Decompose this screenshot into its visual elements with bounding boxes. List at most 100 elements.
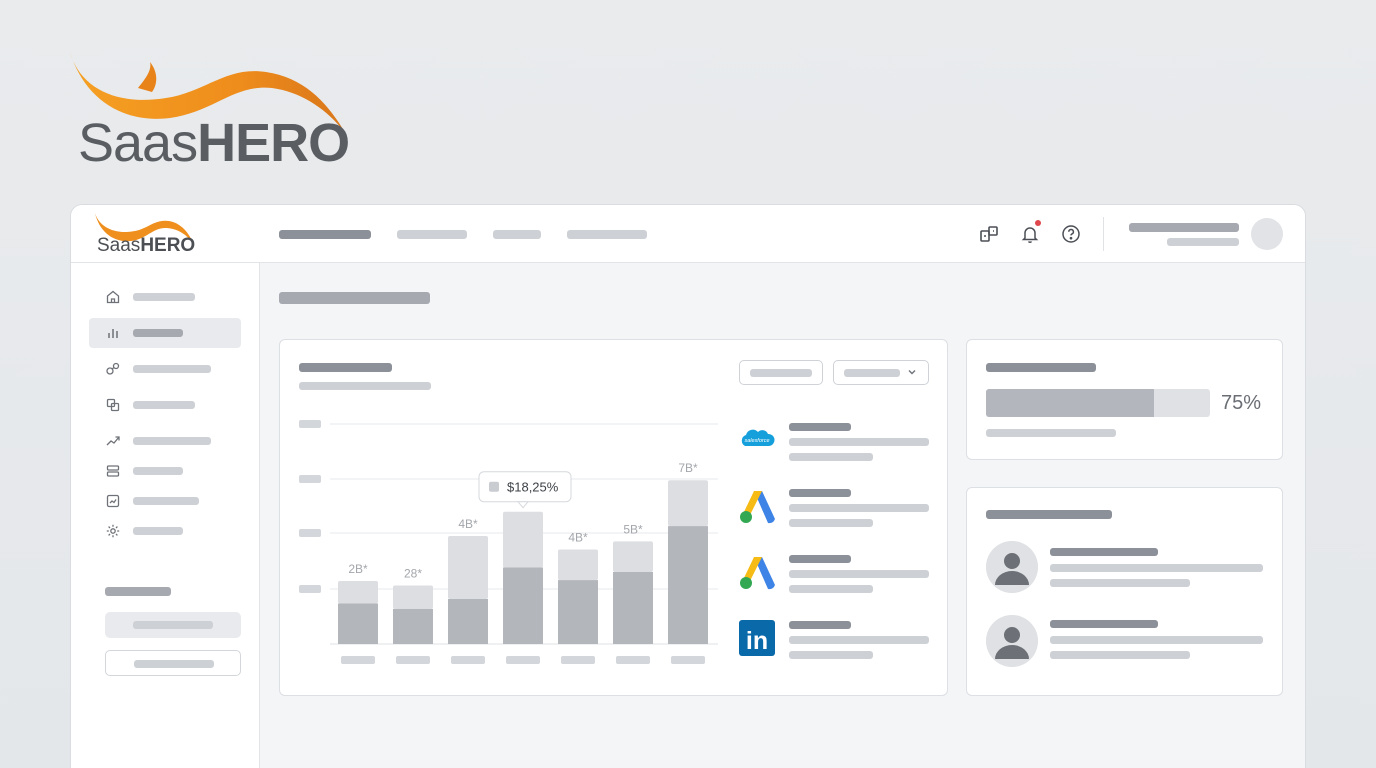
sidebar-secondary-button[interactable] [105, 650, 241, 676]
integration-detail [789, 519, 873, 527]
bar-segment-lower [613, 572, 653, 644]
sidebar-item-label [133, 467, 183, 475]
integration-detail [789, 651, 873, 659]
app-window: SaasHERO [70, 204, 1306, 768]
person-detail [1050, 564, 1263, 572]
sidebar-item-label [133, 365, 211, 373]
bar-segment-lower [503, 567, 543, 644]
sidebar-item-trends[interactable] [89, 426, 241, 456]
sidebar-primary-button[interactable] [105, 612, 241, 638]
bar-segment-lower [558, 580, 598, 644]
x-tick-label [451, 656, 485, 664]
x-tick-label [506, 656, 540, 664]
top-bar: SaasHERO [71, 205, 1305, 263]
google-ads-icon [740, 491, 775, 524]
data-label: 5B* [623, 522, 643, 536]
user-avatar-icon [986, 541, 1038, 593]
bar-chart: 2B* 28* 4B* 4B* 5B* 7B* $18,25% [299, 420, 718, 664]
sidebar-item-label [133, 497, 199, 505]
divider [1103, 217, 1104, 251]
progress-bar [986, 389, 1210, 417]
progress-card: 75% [966, 339, 1283, 460]
tooltip-swatch [489, 481, 499, 492]
progress-value: 75% [1221, 392, 1262, 414]
sidebar-item-home[interactable] [89, 282, 241, 312]
bar-segment-upper [613, 541, 653, 572]
progress-caption [986, 429, 1116, 437]
integration-detail [789, 585, 873, 593]
data-label: 4B* [568, 531, 588, 545]
page-title [279, 292, 430, 304]
brand-name-part2: HERO [140, 235, 196, 256]
sidebar-item-analytics[interactable] [89, 318, 241, 348]
brand-name-part1: Saas [97, 235, 141, 256]
user-avatar-icon [986, 615, 1038, 667]
bar-segment-upper [393, 585, 433, 609]
x-tick-label [561, 656, 595, 664]
filter-dropdown[interactable] [833, 360, 929, 385]
integration-detail [789, 438, 929, 446]
user-role [1167, 238, 1239, 246]
sidebar-item-settings[interactable] [89, 516, 241, 546]
tooltip-text: $18,25% [507, 480, 559, 495]
integration-salesforce[interactable]: salesforce [737, 420, 937, 475]
integration-name [789, 621, 851, 629]
bell-icon[interactable] [1020, 224, 1040, 244]
nav-item-active[interactable] [279, 230, 371, 239]
integration-google-ads[interactable] [737, 486, 937, 541]
nav-item[interactable] [397, 230, 467, 239]
notification-badge [1035, 220, 1041, 226]
home-icon [105, 289, 121, 305]
bar-segment-upper [668, 480, 708, 527]
sidebar-item-label [133, 401, 195, 409]
button-label [134, 660, 214, 668]
bar-segment-upper [503, 511, 543, 568]
link-icon [105, 361, 121, 377]
flame-swoosh-icon [95, 213, 193, 243]
bar-segment-upper [448, 536, 488, 599]
chart-title [299, 363, 392, 372]
sidebar-item-reports[interactable] [89, 486, 241, 516]
sidebar-item-label [133, 329, 183, 337]
person-name [1050, 620, 1158, 628]
data-label: 4B* [458, 517, 478, 531]
y-tick-label [299, 420, 321, 428]
x-tick-label [341, 656, 375, 664]
salesforce-icon: salesforce [741, 429, 775, 446]
sidebar-item-connections[interactable] [89, 354, 241, 384]
integration-detail [789, 453, 873, 461]
data-label: 28* [404, 567, 422, 581]
x-tick-label [396, 656, 430, 664]
integration-name [789, 423, 851, 431]
sidebar [71, 263, 260, 768]
bar-segment-upper [338, 581, 378, 604]
brand-logo-small[interactable]: SaasHERO [91, 209, 201, 259]
bar-segment-lower [338, 603, 378, 644]
svg-text:in: in [746, 627, 768, 655]
bar-chart-icon [105, 325, 121, 341]
integration-google-ads-2[interactable] [737, 552, 937, 607]
svg-text:salesforce: salesforce [744, 438, 769, 444]
integration-detail [789, 570, 929, 578]
sidebar-item-label [133, 437, 211, 445]
sidebar-item-copies[interactable] [89, 390, 241, 420]
chart-card: 2B* 28* 4B* 4B* 5B* 7B* $18,25% salesforce [279, 339, 948, 696]
data-label: 2B* [348, 562, 368, 576]
help-icon[interactable] [1061, 224, 1081, 244]
integration-name [789, 489, 851, 497]
flame-swoosh-icon [70, 52, 346, 134]
list-item[interactable] [986, 541, 1266, 595]
integrations-icon[interactable] [979, 224, 999, 244]
integration-detail [789, 504, 929, 512]
nav-item[interactable] [567, 230, 647, 239]
nav-item[interactable] [493, 230, 541, 239]
person-detail [1050, 651, 1190, 659]
date-range-button[interactable] [739, 360, 823, 385]
sidebar-item-lists[interactable] [89, 456, 241, 486]
person-detail [1050, 579, 1190, 587]
avatar[interactable] [1251, 218, 1283, 250]
google-ads-icon [740, 557, 775, 590]
bar-segment-upper [558, 549, 598, 581]
list-item[interactable] [986, 615, 1266, 669]
integration-linkedin[interactable]: in [737, 618, 937, 673]
